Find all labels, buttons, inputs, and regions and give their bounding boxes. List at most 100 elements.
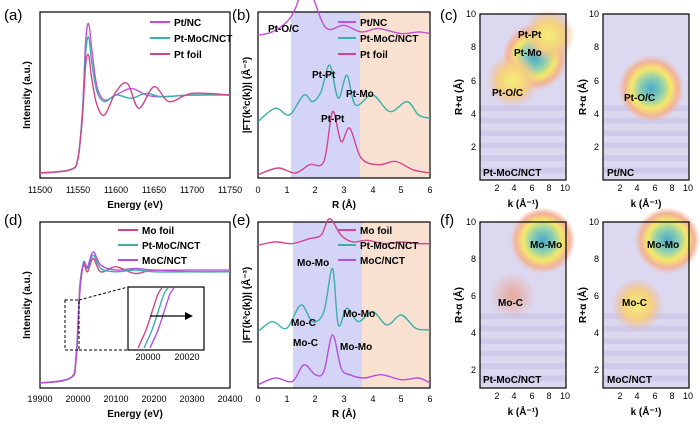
- panel-f-ytick: 8: [471, 254, 476, 264]
- panel-a-xtick: 11550: [66, 185, 90, 195]
- panel-b-xtick: 4: [370, 185, 375, 195]
- panel-f-xtick: 2: [494, 391, 499, 401]
- panel-b-xticks: 0 1 2 3 4 5 6: [255, 185, 432, 195]
- panel-c-left-frame: [479, 13, 567, 181]
- annotation-pt-oc: Pt-O/C: [268, 24, 299, 35]
- map-peak: [522, 8, 575, 63]
- panel-c-left-xlabel: k (Å⁻¹): [508, 197, 539, 210]
- panel-f-ytick: 4: [594, 328, 599, 338]
- map-stripe: [603, 130, 689, 137]
- inset-line-pt-moc-nct: [143, 287, 169, 349]
- panel-a-xtick: 11700: [180, 185, 204, 195]
- panel-e-legend: Mo foil Pt-MoC/NCT MoC/NCT: [338, 226, 418, 267]
- series-line-mo-foil: [257, 217, 431, 246]
- panel-f-left-name: Pt-MoC/NCT: [483, 375, 541, 386]
- annotation-f-left-mo-c: Mo-C: [498, 298, 523, 309]
- panel-f-ytick: 6: [594, 291, 599, 301]
- legend-pt-nc: Pt/NC: [174, 18, 201, 29]
- panel-c-ticks: 10 8 6 4 2 10 8 6 4 2 2 4 6 8 10 2 4 6 8…: [466, 9, 693, 193]
- panel-e-label: (e): [232, 212, 250, 229]
- panel-c-xtick: 4: [511, 183, 516, 193]
- panel-c-left-peaks: [480, 8, 575, 174]
- panel-c-ytick: 2: [594, 142, 599, 152]
- map-stripe: [480, 363, 566, 369]
- panel-f-xtick: 2: [617, 391, 622, 401]
- inset-line-moc-nct: [149, 287, 175, 349]
- panel-e-band-second-shell: [362, 222, 429, 388]
- series-line-pt-moc-nct: [257, 267, 431, 333]
- panel-c-xtick: 10: [683, 183, 693, 193]
- panel-f-xtick: 6: [652, 391, 657, 401]
- annotation-c-pt-oc: Pt-O/C: [492, 88, 523, 99]
- panel-f-map-left: Mo-Mo Mo-C Pt-MoC/NCT: [479, 207, 576, 389]
- annotation-f-right-mo-mo: Mo-Mo: [647, 240, 679, 251]
- panel-c-left-name: Pt-MoC/NCT: [483, 168, 541, 179]
- panel-f-xtick: 4: [511, 391, 516, 401]
- map-peak: [510, 207, 576, 274]
- panel-c-xtick: 6: [652, 183, 657, 193]
- legend-pt-foil: Pt foil: [174, 50, 202, 61]
- panel-d-xlabel: Energy (eV): [107, 409, 163, 420]
- panel-d-xtick: 19900: [27, 394, 52, 404]
- panel-f-xtick: 8: [669, 391, 674, 401]
- panel-e-xtick: 0: [255, 394, 260, 404]
- panel-b-plot: [257, 0, 431, 176]
- panel-c-ytick: 4: [594, 109, 599, 119]
- panel-d-inset-xtick: 20000: [135, 352, 160, 362]
- panel-e-xtick: 2: [312, 394, 317, 404]
- panel-f-right-name: MoC/NCT: [607, 375, 652, 386]
- panel-b-legend: Pt/NC Pt-MoC/NCT Pt foil: [338, 18, 418, 61]
- panel-d-inset-frame: [127, 286, 205, 351]
- panel-c-xtick: 2: [617, 183, 622, 193]
- panel-e: (e) 0 1 2 3 4 5 6 R (Å) |FT(k³c(k))| (Å⁻…: [232, 212, 433, 420]
- map-stripe: [603, 155, 689, 161]
- panel-c-ytick: 10: [589, 9, 599, 19]
- panel-d-xtick: 20100: [103, 394, 128, 404]
- panel-d-plot: [39, 251, 231, 384]
- panel-e-frame: [257, 221, 431, 389]
- series-line-pt-moc-nct: [257, 64, 431, 123]
- panel-c-xtick: 2: [494, 183, 499, 193]
- series-line-moc-nct: [257, 334, 431, 386]
- map-stripe: [480, 350, 566, 357]
- panel-d-xtick: 20400: [217, 394, 242, 404]
- map-peak: [489, 272, 536, 319]
- map-stripe: [480, 155, 566, 161]
- panel-f-ytick: 2: [471, 365, 476, 375]
- panel-c-xtick: 8: [546, 183, 551, 193]
- annotation-f-right-mo-c: Mo-C: [622, 298, 647, 309]
- map-stripe: [480, 375, 566, 382]
- panel-b-label: (b): [232, 7, 250, 24]
- map-stripe: [603, 167, 689, 174]
- panel-f-left-frame: [479, 221, 567, 389]
- panel-f-ytick: 6: [471, 291, 476, 301]
- map-stripe: [480, 142, 566, 149]
- panel-d-inset-plot: [137, 287, 175, 349]
- panel-b-frame: [257, 11, 431, 179]
- series-line-moc-nct: [39, 251, 230, 384]
- panel-c-xtick: 6: [529, 183, 534, 193]
- panel-d-xtick: 20000: [65, 394, 90, 404]
- inset-line-mo-foil: [137, 287, 163, 349]
- panel-c-ytick: 6: [471, 76, 476, 86]
- panel-e-band-first-shell: [293, 222, 362, 388]
- panel-f-xtick: 6: [529, 391, 534, 401]
- panel-d: (d) 19900 20000 20100 20200 20300 20400 …: [4, 212, 243, 420]
- panel-f-xtick: 4: [634, 391, 639, 401]
- panel-f-ytick: 10: [589, 217, 599, 227]
- series-line-pt-moc-nct: [39, 254, 230, 384]
- panel-c-right-frame: [602, 13, 690, 181]
- series-line-pt-nc: [257, 0, 431, 36]
- panel-f-ytick: 10: [466, 217, 476, 227]
- panel-a-xtick: 11600: [104, 185, 128, 195]
- panel-c-xtick: 8: [669, 183, 674, 193]
- map-stripe: [603, 375, 689, 382]
- panel-d-zoom-box: [64, 299, 80, 351]
- legend-pt-moc-nct: Pt-MoC/NCT: [360, 241, 418, 252]
- panel-d-frame: [39, 221, 231, 389]
- panel-e-xtick: 4: [370, 394, 375, 404]
- panel-f-map-right: Mo-Mo Mo-C MoC/NCT: [602, 207, 700, 389]
- panel-b-ylabel: |FT(k³c(k))| (Å⁻³): [240, 57, 253, 133]
- panel-c-right-ylabel: R+α (Å): [576, 79, 589, 115]
- panel-f-left-xlabel: k (Å⁻¹): [508, 405, 539, 418]
